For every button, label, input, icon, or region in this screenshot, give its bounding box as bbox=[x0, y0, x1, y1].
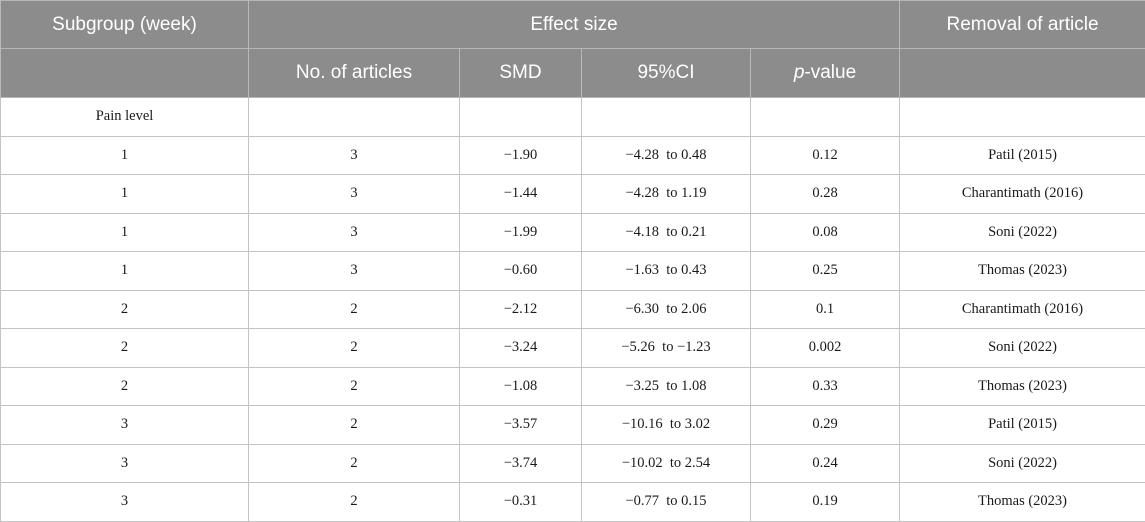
cell-ci: −4.28 to 0.48 bbox=[582, 136, 751, 175]
cell-removal: Charantimath (2016) bbox=[900, 175, 1145, 214]
cell-no-articles: 2 bbox=[249, 483, 460, 522]
col-header-subgroup-blank bbox=[1, 49, 249, 98]
cell-week: 3 bbox=[1, 444, 249, 483]
col-header-removal-blank bbox=[900, 49, 1145, 98]
cell-no-articles: 3 bbox=[249, 175, 460, 214]
cell-week: 1 bbox=[1, 252, 249, 291]
cell-removal: Thomas (2023) bbox=[900, 367, 1145, 406]
cell-p-value: 0.29 bbox=[751, 406, 900, 445]
cell-ci: −4.28 to 1.19 bbox=[582, 175, 751, 214]
cell-smd: −0.60 bbox=[460, 252, 582, 291]
cell-week: 1 bbox=[1, 213, 249, 252]
cell-week: 1 bbox=[1, 175, 249, 214]
cell-week: 3 bbox=[1, 406, 249, 445]
empty-cell bbox=[249, 98, 460, 137]
cell-ci: −10.16 to 3.02 bbox=[582, 406, 751, 445]
cell-smd: −1.08 bbox=[460, 367, 582, 406]
cell-removal: Soni (2022) bbox=[900, 444, 1145, 483]
cell-removal: Soni (2022) bbox=[900, 329, 1145, 368]
cell-week: 2 bbox=[1, 367, 249, 406]
header-row-sub: No. of articles SMD 95%CI p-value bbox=[1, 49, 1145, 98]
header-row-top: Subgroup (week) Effect size Removal of a… bbox=[1, 1, 1145, 49]
cell-removal: Patil (2015) bbox=[900, 136, 1145, 175]
cell-ci: −0.77 to 0.15 bbox=[582, 483, 751, 522]
cell-ci: −6.30 to 2.06 bbox=[582, 290, 751, 329]
section-row-pain-level: Pain level bbox=[1, 98, 1145, 137]
col-header-p-value: p-value bbox=[751, 49, 900, 98]
cell-p-value: 0.08 bbox=[751, 213, 900, 252]
col-header-ci: 95%CI bbox=[582, 49, 751, 98]
cell-removal: Patil (2015) bbox=[900, 406, 1145, 445]
col-header-smd: SMD bbox=[460, 49, 582, 98]
cell-removal: Charantimath (2016) bbox=[900, 290, 1145, 329]
cell-ci: −10.02 to 2.54 bbox=[582, 444, 751, 483]
cell-smd: −1.90 bbox=[460, 136, 582, 175]
cell-ci: −4.18 to 0.21 bbox=[582, 213, 751, 252]
cell-smd: −3.24 bbox=[460, 329, 582, 368]
cell-p-value: 0.33 bbox=[751, 367, 900, 406]
cell-week: 3 bbox=[1, 483, 249, 522]
cell-p-value: 0.28 bbox=[751, 175, 900, 214]
p-value-italic-p: p bbox=[794, 62, 805, 83]
cell-no-articles: 2 bbox=[249, 329, 460, 368]
cell-no-articles: 2 bbox=[249, 290, 460, 329]
col-header-removal: Removal of article bbox=[900, 1, 1145, 49]
cell-p-value: 0.25 bbox=[751, 252, 900, 291]
cell-week: 2 bbox=[1, 329, 249, 368]
cell-no-articles: 2 bbox=[249, 367, 460, 406]
col-header-effect-size: Effect size bbox=[249, 1, 900, 49]
cell-p-value: 0.24 bbox=[751, 444, 900, 483]
cell-no-articles: 3 bbox=[249, 213, 460, 252]
cell-no-articles: 3 bbox=[249, 252, 460, 291]
cell-p-value: 0.12 bbox=[751, 136, 900, 175]
section-label: Pain level bbox=[1, 98, 249, 137]
cell-smd: −1.99 bbox=[460, 213, 582, 252]
cell-week: 2 bbox=[1, 290, 249, 329]
cell-smd: −3.74 bbox=[460, 444, 582, 483]
col-header-no-articles: No. of articles bbox=[249, 49, 460, 98]
empty-cell bbox=[582, 98, 751, 137]
cell-removal: Thomas (2023) bbox=[900, 483, 1145, 522]
cell-removal: Thomas (2023) bbox=[900, 252, 1145, 291]
cell-p-value: 0.19 bbox=[751, 483, 900, 522]
cell-smd: −3.57 bbox=[460, 406, 582, 445]
cell-p-value: 0.1 bbox=[751, 290, 900, 329]
cell-no-articles: 3 bbox=[249, 136, 460, 175]
col-header-subgroup: Subgroup (week) bbox=[1, 1, 249, 49]
cell-smd: −1.44 bbox=[460, 175, 582, 214]
cell-ci: −5.26 to −1.23 bbox=[582, 329, 751, 368]
cell-ci: −3.25 to 1.08 bbox=[582, 367, 751, 406]
cell-no-articles: 2 bbox=[249, 444, 460, 483]
empty-cell bbox=[900, 98, 1145, 137]
cell-no-articles: 2 bbox=[249, 406, 460, 445]
p-value-suffix: -value bbox=[804, 62, 856, 83]
empty-cell bbox=[751, 98, 900, 137]
empty-cell bbox=[460, 98, 582, 137]
cell-removal: Soni (2022) bbox=[900, 213, 1145, 252]
cell-ci: −1.63 to 0.43 bbox=[582, 252, 751, 291]
cell-smd: −2.12 bbox=[460, 290, 582, 329]
cell-smd: −0.31 bbox=[460, 483, 582, 522]
cell-p-value: 0.002 bbox=[751, 329, 900, 368]
cell-week: 1 bbox=[1, 136, 249, 175]
